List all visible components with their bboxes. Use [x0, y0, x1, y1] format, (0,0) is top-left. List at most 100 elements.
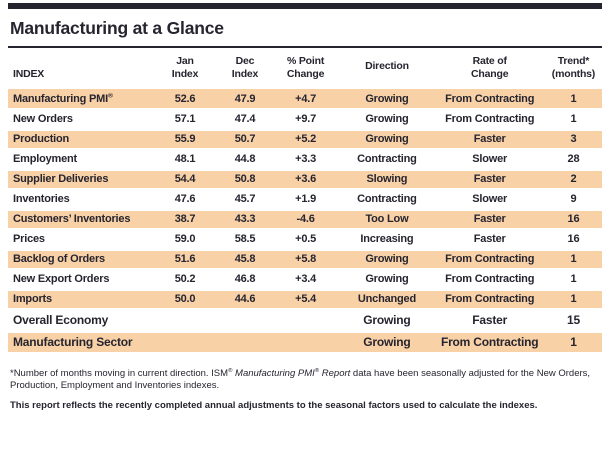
point-change-cell: +3.4: [271, 269, 340, 291]
trend-cell: 1: [544, 330, 602, 355]
dec-index-cell: 50.8: [218, 169, 272, 191]
table-row: Manufacturing PMI® 52.6 47.9 +4.7 Growing Fro…: [8, 89, 602, 111]
top-bar: [8, 3, 602, 9]
jan-index-cell: 51.6: [151, 249, 219, 271]
rate-of-change-cell: Faster: [434, 129, 545, 151]
index-cell: Overall Economy: [8, 308, 152, 333]
footnote-segment: data have been seasonally adjusted for t…: [10, 367, 591, 392]
dec-index-cell: [218, 308, 272, 333]
column-header-jan-index: Jan Index: [171, 55, 199, 81]
table-row: Prices 59.0 58.5 +0.5 Increasing Faster 16: [8, 229, 602, 251]
table-row: Backlog of Orders 51.6 45.8 +5.8 Growing From…: [8, 249, 602, 271]
table-row: Overall Economy Growing Faster 15: [8, 308, 602, 333]
trend-cell: 16: [544, 229, 602, 251]
table-row: Manufacturing Sector Growing From Contract…: [8, 330, 602, 355]
point-change-cell: +5.4: [271, 289, 340, 311]
trend-cell: 1: [544, 109, 602, 131]
trend-cell: 15: [544, 308, 602, 333]
rate-of-change-cell: Faster: [434, 209, 545, 231]
title-rule: [8, 46, 602, 48]
header-row: INDEX Jan Index Dec Index % Point Change…: [8, 48, 602, 89]
trend-cell: 1: [544, 269, 602, 291]
direction-cell: Growing: [339, 330, 435, 355]
jan-index-cell: 47.6: [151, 189, 219, 211]
column-header-direction: Direction: [365, 59, 409, 72]
index-cell: Inventories: [8, 189, 152, 211]
trend-cell: 3: [544, 129, 602, 151]
dec-index-cell: 47.4: [218, 109, 272, 131]
column-header-rate-of-change: Rate of Change: [471, 55, 509, 81]
direction-cell: Contracting: [339, 149, 435, 171]
dec-index-cell: 45.8: [218, 249, 272, 271]
direction-cell: Growing: [339, 89, 435, 111]
dec-index-cell: 47.9: [218, 89, 272, 111]
index-cell: Employment: [8, 149, 152, 171]
jan-index-cell: 54.4: [151, 169, 219, 191]
table-row: Customers’ Inventories 38.7 43.3 -4.6 Too Lo…: [8, 209, 602, 231]
trend-cell: 16: [544, 209, 602, 231]
direction-cell: Growing: [339, 109, 435, 131]
rate-of-change-cell: Faster: [434, 308, 545, 333]
dec-index-cell: [218, 330, 272, 355]
direction-cell: Slowing: [339, 169, 435, 191]
index-cell: Production: [8, 129, 152, 151]
direction-cell: Growing: [339, 249, 435, 271]
point-change-cell: +9.7: [271, 109, 340, 131]
trend-cell: 2: [544, 169, 602, 191]
point-change-cell: +0.5: [271, 229, 340, 251]
dec-index-cell: 43.3: [218, 209, 272, 231]
index-cell: New Export Orders: [8, 269, 152, 291]
column-header-trend: Trend* (months): [551, 55, 596, 81]
table-row: New Export Orders 50.2 46.8 +3.4 Growing From…: [8, 269, 602, 291]
table-row: Production 55.9 50.7 +5.2 Growing Faster 3: [8, 129, 602, 151]
index-cell: Manufacturing Sector: [8, 330, 152, 355]
direction-cell: Contracting: [339, 189, 435, 211]
jan-index-cell: 50.0: [151, 289, 219, 311]
report-page: Manufacturing at a Glance INDEX Jan Inde…: [8, 3, 602, 413]
dec-index-cell: 46.8: [218, 269, 272, 291]
rate-of-change-cell: Slower: [434, 189, 545, 211]
manufacturing-at-a-glance-table: INDEX Jan Index Dec Index % Point Change…: [8, 48, 602, 355]
rate-of-change-cell: From Contracting: [434, 289, 545, 311]
direction-cell: Too Low: [339, 209, 435, 231]
table-row: Imports 50.0 44.6 +5.4 Unchanged From Contrac…: [8, 289, 602, 311]
index-cell: Prices: [8, 229, 152, 251]
footnote-secondary: This report reflects the recently comple…: [10, 399, 538, 411]
column-header-point-change: % Point Change: [286, 55, 325, 81]
jan-index-cell: [151, 308, 219, 333]
point-change-cell: +3.6: [271, 169, 340, 191]
column-header-dec-index: Dec Index: [231, 55, 259, 81]
direction-cell: Growing: [339, 129, 435, 151]
rate-of-change-cell: From Contracting: [434, 330, 545, 355]
dec-index-cell: 45.7: [218, 189, 272, 211]
rate-of-change-cell: Slower: [434, 149, 545, 171]
point-change-cell: [271, 308, 340, 333]
dec-index-cell: 44.8: [218, 149, 272, 171]
rate-of-change-cell: From Contracting: [434, 249, 545, 271]
direction-cell: Growing: [339, 308, 435, 333]
footnote-segment: *Number of months moving in current dire…: [10, 367, 233, 379]
jan-index-cell: 55.9: [151, 129, 219, 151]
footnotes: *Number of months moving in current dire…: [10, 368, 600, 413]
index-cell: Supplier Deliveries: [8, 169, 152, 191]
rate-of-change-cell: From Contracting: [434, 89, 545, 111]
jan-index-cell: 59.0: [151, 229, 219, 251]
jan-index-cell: 48.1: [151, 149, 219, 171]
table-row: Inventories 47.6 45.7 +1.9 Contracting Slower…: [8, 189, 602, 211]
point-change-cell: +5.8: [271, 249, 340, 271]
rate-of-change-cell: Faster: [434, 229, 545, 251]
direction-cell: Growing: [339, 269, 435, 291]
index-cell: Imports: [8, 289, 152, 311]
direction-cell: Increasing: [339, 229, 435, 251]
page-title: Manufacturing at a Glance: [10, 18, 224, 38]
direction-cell: Unchanged: [339, 289, 435, 311]
dec-index-cell: 50.7: [218, 129, 272, 151]
rate-of-change-cell: Faster: [434, 169, 545, 191]
trend-cell: 1: [544, 289, 602, 311]
index-cell: Manufacturing PMI®: [8, 89, 152, 111]
point-change-cell: +1.9: [271, 189, 340, 211]
point-change-cell: [271, 330, 340, 355]
index-cell: Backlog of Orders: [8, 249, 152, 271]
table-body: Manufacturing PMI® 52.6 47.9 +4.7 Growing Fro…: [8, 89, 602, 355]
index-cell: Customers’ Inventories: [8, 209, 152, 231]
